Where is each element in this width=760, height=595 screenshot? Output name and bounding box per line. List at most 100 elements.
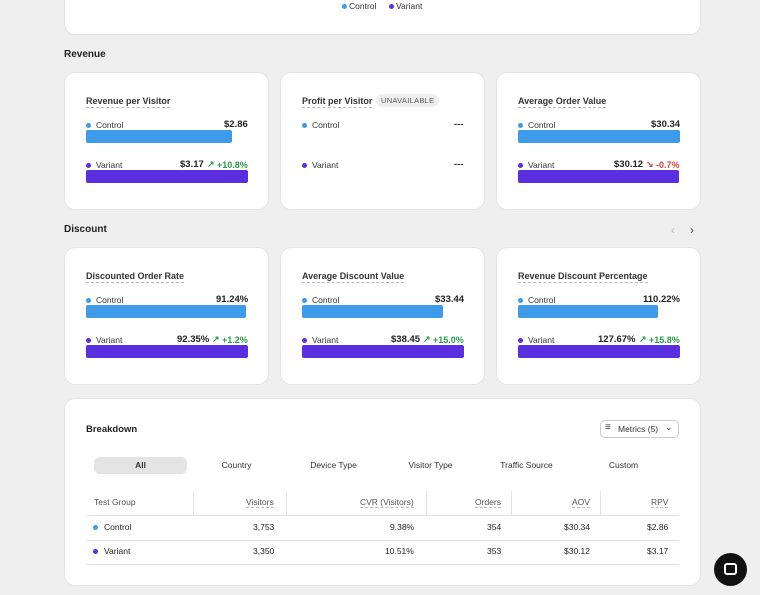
card-title: Revenue Discount Percentage <box>518 271 648 283</box>
row-label: Variant <box>528 160 555 170</box>
tab[interactable]: All <box>94 457 187 474</box>
trend-icon: ↗ <box>423 334 431 344</box>
row-label: Variant <box>528 335 555 345</box>
cell: 3,350 <box>253 546 275 556</box>
top-card <box>65 0 700 34</box>
column-divider <box>600 491 601 515</box>
dot <box>302 123 307 128</box>
chat-button[interactable] <box>714 553 747 586</box>
dot <box>93 549 98 554</box>
row-line <box>86 540 679 541</box>
legend-label: Control <box>349 1 377 11</box>
dot <box>302 163 307 168</box>
next-arrow[interactable]: › <box>690 223 694 237</box>
cell: $3.17 <box>647 546 669 556</box>
column-divider <box>426 491 427 515</box>
column-header[interactable]: Orders <box>475 497 501 508</box>
dot <box>302 298 307 303</box>
cell: 10.51% <box>385 546 414 556</box>
value: $38.45 <box>391 334 421 345</box>
bar <box>86 305 247 318</box>
column-header[interactable]: Visitors <box>246 497 274 508</box>
cell: $30.12 <box>564 546 590 556</box>
dot <box>302 338 307 343</box>
legend-label: Variant <box>396 1 423 11</box>
tab[interactable]: Device Type <box>310 460 357 470</box>
row-label: Control <box>312 120 340 130</box>
bar <box>518 305 658 318</box>
tab[interactable]: Country <box>221 460 252 470</box>
bar <box>86 345 248 358</box>
row-label: Variant <box>312 160 339 170</box>
cell: 354 <box>487 522 502 532</box>
column-header[interactable]: AOV <box>572 497 590 508</box>
card-title: Discounted Order Rate <box>86 271 185 283</box>
trend-icon: ↘ <box>646 159 654 169</box>
metrics-label: Metrics (5) <box>618 424 659 434</box>
row-label: Control <box>528 120 556 130</box>
metrics-icon: ≡ <box>605 422 611 433</box>
card-title: Average Discount Value <box>302 271 405 283</box>
cell: 9.38% <box>390 522 415 532</box>
value: $33.44 <box>435 294 465 305</box>
column-divider <box>511 491 512 515</box>
breakdown-card <box>65 399 700 585</box>
card-title: Profit per Visitor <box>302 96 373 108</box>
bar <box>86 130 233 143</box>
section-title: Discount <box>64 224 107 235</box>
change: +10.8% <box>217 160 248 170</box>
column-header[interactable]: RPV <box>651 497 669 508</box>
row-line <box>86 515 679 516</box>
dot <box>518 163 523 168</box>
bar <box>302 305 443 318</box>
column-header[interactable]: CVR (Visitors) <box>360 497 414 508</box>
badge: UNAVAILABLE <box>376 94 440 107</box>
legend-dot <box>342 4 347 9</box>
card-title: Average Order Value <box>518 96 607 108</box>
breakdown-title: Breakdown <box>86 424 138 435</box>
row-label: Control <box>96 120 124 130</box>
cell: Variant <box>104 546 131 556</box>
value: 91.24% <box>216 294 249 305</box>
cell: 3,753 <box>253 522 275 532</box>
value: $3.17 <box>180 159 204 170</box>
change: +15.0% <box>433 335 464 345</box>
trend-icon: ↗ <box>212 334 220 344</box>
bar <box>302 345 464 358</box>
column-divider <box>193 491 194 515</box>
tab[interactable]: Visitor Type <box>408 460 453 470</box>
change: +15.8% <box>649 335 680 345</box>
card-title: Revenue per Visitor <box>86 96 171 108</box>
dot <box>86 298 91 303</box>
cell: Control <box>104 522 132 532</box>
row-label: Variant <box>96 335 123 345</box>
bar <box>86 170 248 183</box>
chevron: ⌄ <box>665 422 673 432</box>
change: +1.2% <box>222 335 248 345</box>
dot <box>86 163 91 168</box>
tab[interactable]: Traffic Source <box>500 460 553 470</box>
change: -0.7% <box>656 160 680 170</box>
value: $2.86 <box>224 119 248 130</box>
column-divider <box>286 491 287 515</box>
dot <box>518 298 523 303</box>
bar <box>518 170 679 183</box>
trend-icon: ↗ <box>207 159 215 169</box>
section-title: Revenue <box>64 49 106 60</box>
row-label: Variant <box>96 160 123 170</box>
metrics-button[interactable] <box>600 420 679 438</box>
cell: 353 <box>487 546 502 556</box>
prev-arrow[interactable]: ‹ <box>671 223 675 237</box>
value: 110.22% <box>643 294 680 305</box>
column-header: Test Group <box>94 497 136 507</box>
trend-icon: ↗ <box>639 334 647 344</box>
tab[interactable]: Custom <box>608 460 639 470</box>
value: 92.35% <box>177 334 210 345</box>
dot <box>86 123 91 128</box>
row-label: Control <box>312 295 340 305</box>
dot <box>518 338 523 343</box>
bar <box>518 130 680 143</box>
cell: $30.34 <box>564 522 590 532</box>
value: $30.34 <box>651 119 681 130</box>
